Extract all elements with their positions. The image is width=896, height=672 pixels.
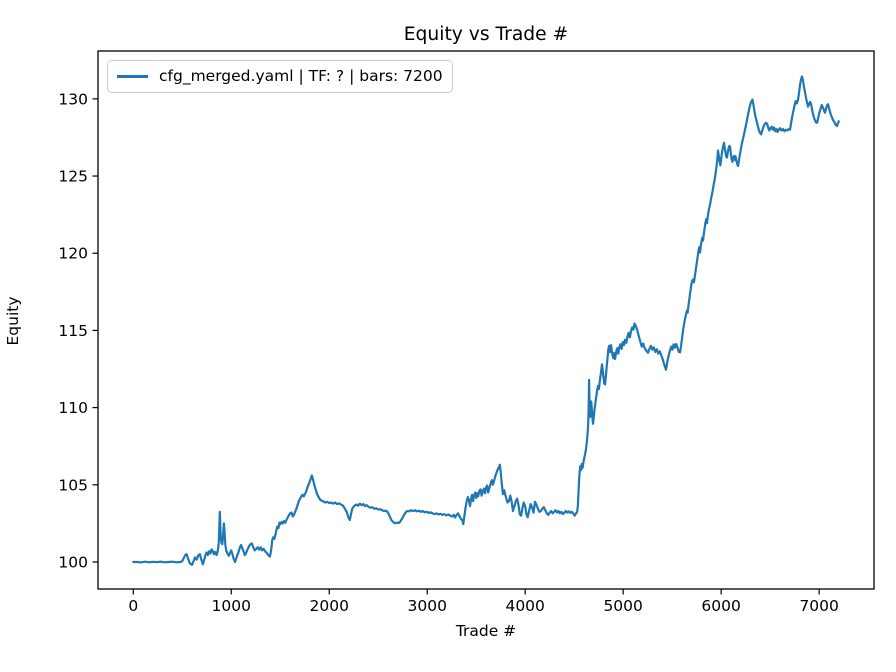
y-tick-label: 100	[58, 553, 88, 571]
legend-label: cfg_merged.yaml | TF: ? | bars: 7200	[159, 67, 443, 85]
x-tick-label: 0	[128, 597, 138, 615]
equity-line	[132, 75, 840, 566]
axes-spines	[97, 50, 875, 590]
y-tick-label: 130	[58, 90, 88, 108]
x-tick-label: 7000	[799, 597, 838, 615]
chart-title: Equity vs Trade #	[403, 24, 569, 45]
x-tick-label: 5000	[603, 597, 642, 615]
y-tick-label: 105	[58, 476, 88, 494]
x-tick-label: 6000	[701, 597, 740, 615]
y-axis-label: Equity	[4, 296, 22, 346]
y-tick-label: 110	[58, 399, 88, 417]
x-tick-label: 2000	[310, 597, 349, 615]
x-tick-label: 1000	[212, 597, 251, 615]
x-tick-label: 4000	[505, 597, 544, 615]
y-tick-label: 125	[58, 168, 88, 186]
y-tick-label: 115	[58, 322, 88, 340]
x-axis-label: Trade #	[455, 622, 517, 640]
legend-line-swatch	[117, 75, 148, 78]
x-tick-label: 3000	[407, 597, 446, 615]
legend: cfg_merged.yaml | TF: ? | bars: 7200	[107, 60, 453, 93]
y-tick-label: 120	[58, 245, 88, 263]
